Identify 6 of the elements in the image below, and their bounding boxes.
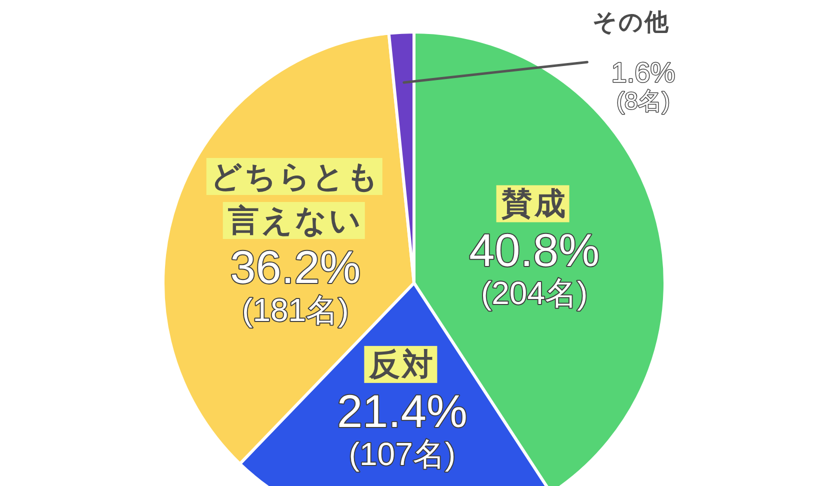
data-label: 1.6% (8名) <box>611 57 676 116</box>
data-label: 36.2% (181名) <box>230 240 361 328</box>
slice-label: どちらとも言えない <box>210 158 380 238</box>
data-label: 40.8% (204名) <box>469 224 600 312</box>
slice-label: その他 <box>592 9 670 36</box>
data-label: 21.4% (107名) <box>336 384 468 472</box>
